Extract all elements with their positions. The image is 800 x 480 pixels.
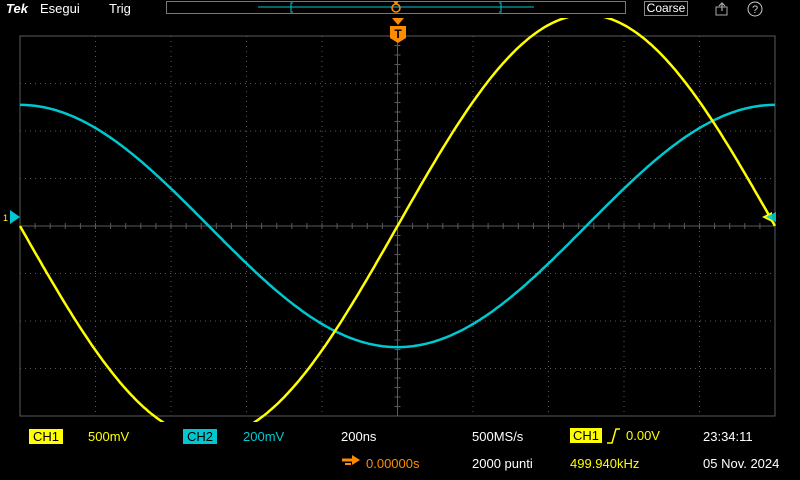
trigger-frequency: 499.940kHz [570, 456, 640, 471]
trigger-level-marker[interactable] [762, 212, 776, 222]
ch2-trace [20, 103, 775, 349]
ch1-badge[interactable]: CH1 [29, 429, 63, 444]
ch1-scale[interactable]: 500mV [88, 429, 130, 444]
brand-logo: Tek [6, 1, 28, 16]
menu-run[interactable]: Esegui [40, 1, 80, 16]
trigger-level[interactable]: 0.00V [626, 428, 660, 443]
trigger-marker[interactable]: T [390, 18, 406, 43]
record-length[interactable]: 2000 punti [472, 456, 533, 471]
ch2-scale[interactable]: 200mV [243, 429, 285, 444]
export-icon[interactable] [713, 0, 731, 18]
clock-time: 23:34:11 [703, 429, 753, 444]
record-view-bar[interactable] [166, 1, 626, 14]
ch1-trace [18, 18, 777, 422]
menu-trig[interactable]: Trig [109, 1, 131, 16]
record-window-left-bracket [290, 2, 293, 13]
record-window-right-bracket [499, 2, 502, 13]
clock-date: 05 Nov. 2024 [703, 456, 780, 471]
trigger-position-marker [391, 3, 401, 13]
timebase-scale[interactable]: 200ns [341, 429, 377, 444]
coarse-button[interactable]: Coarse [644, 1, 688, 16]
delay-icon [340, 452, 364, 473]
ch2-badge[interactable]: CH2 [183, 429, 217, 444]
trigger-position-arrow [393, 1, 399, 5]
timebase-delay[interactable]: 0.00000s [366, 456, 420, 471]
sample-rate: 500MS/s [472, 429, 524, 444]
help-icon[interactable]: ? [746, 0, 764, 18]
ch1-ground-marker[interactable]: 1 [3, 213, 8, 223]
trigger-source-badge[interactable]: CH1 [570, 428, 602, 443]
ch2-ground-marker[interactable] [10, 210, 20, 224]
trigger-marker-glyph: T [394, 27, 402, 41]
menu-bar: Tek Esegui Trig Coarse ? [0, 0, 800, 18]
help-glyph: ? [752, 4, 758, 16]
waveform-display[interactable]: T 1 [0, 18, 800, 422]
record-view-graphic [258, 1, 534, 13]
rising-edge-icon [605, 427, 621, 450]
